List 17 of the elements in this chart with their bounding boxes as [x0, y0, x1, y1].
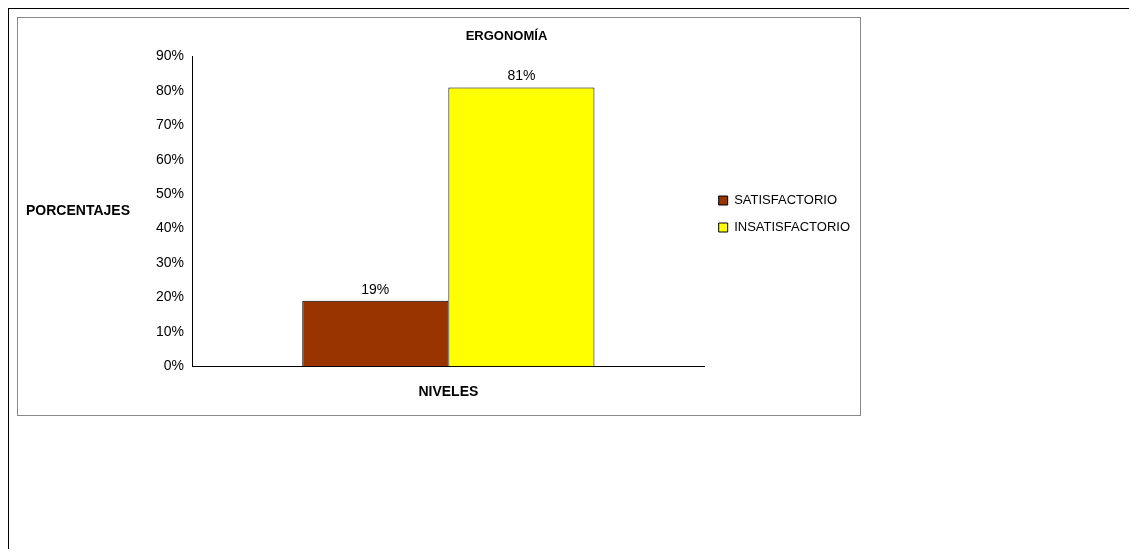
x-axis-title: NIVELES — [418, 383, 479, 400]
y-tick-label: 40% — [155, 219, 185, 236]
legend-label: SATISFACTORIO — [734, 192, 838, 208]
y-tick-label: 90% — [155, 47, 185, 64]
data-label: 19% — [361, 280, 390, 297]
y-tick-label: 20% — [155, 288, 185, 305]
y-axis-title: PORCENTAJES — [26, 202, 130, 219]
y-tick-label: 60% — [155, 150, 185, 167]
legend-label: INSATISFACTORIO — [734, 219, 851, 235]
y-tick-label: 80% — [155, 81, 185, 98]
y-tick-label: 50% — [155, 185, 185, 202]
y-tick-label: 30% — [155, 253, 185, 270]
chart-title: ERGONOMÍA — [465, 28, 548, 44]
y-tick-label: 70% — [155, 116, 185, 133]
data-label: 81% — [507, 67, 536, 84]
y-tick-label: 10% — [155, 322, 185, 339]
y-tick-label: 0% — [163, 357, 185, 374]
